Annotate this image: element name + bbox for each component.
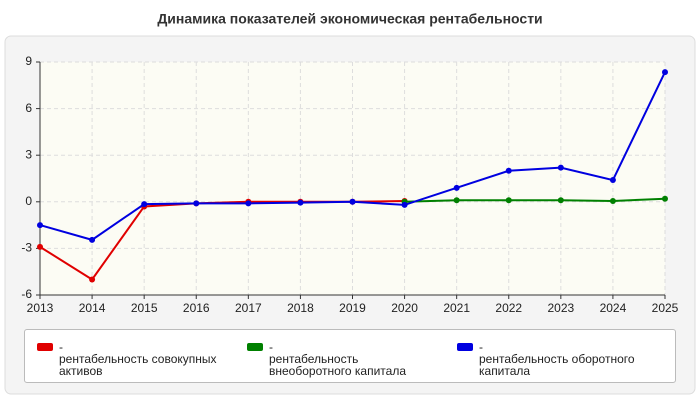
point xyxy=(505,197,512,204)
legend-item: - рентабельность совокупных активов xyxy=(25,330,235,382)
x-tick-label: 2023 xyxy=(547,301,574,315)
y-tick-label: 9 xyxy=(25,54,32,68)
legend-dash: - xyxy=(59,340,63,354)
point xyxy=(662,69,668,76)
legend: - рентабельность совокупных активов - рен… xyxy=(24,329,676,383)
point xyxy=(141,201,148,208)
x-tick-label: 2014 xyxy=(79,301,106,315)
y-tick-label: 0 xyxy=(25,194,32,208)
x-tick-label: 2016 xyxy=(183,301,210,315)
x-tick-label: 2017 xyxy=(235,301,262,315)
point xyxy=(245,200,252,207)
x-tick-label: 2020 xyxy=(391,301,418,315)
x-tick-label: 2022 xyxy=(495,301,522,315)
x-tick-label: 2021 xyxy=(443,301,470,315)
point xyxy=(505,167,512,174)
legend-item: - рентабельность оборотного капитала xyxy=(445,330,655,382)
legend-swatch xyxy=(37,343,53,351)
point xyxy=(193,200,200,207)
point xyxy=(453,197,460,204)
legend-dash: - xyxy=(479,340,483,354)
point xyxy=(401,201,408,208)
chart-title: Динамика показателей экономическая рента… xyxy=(157,11,542,27)
legend-dash: - xyxy=(269,340,273,354)
point xyxy=(609,198,616,205)
x-tick-label: 2015 xyxy=(131,301,158,315)
point xyxy=(37,222,43,229)
point xyxy=(37,243,43,250)
point xyxy=(89,276,96,283)
legend-label: рентабельность совокупных активов xyxy=(59,352,217,378)
point xyxy=(609,177,616,184)
legend-swatch xyxy=(457,343,473,351)
point xyxy=(349,198,356,205)
point xyxy=(662,195,668,202)
point xyxy=(89,236,96,243)
legend-item: - рентабельность внеоборотного капитала xyxy=(235,330,445,382)
series-line xyxy=(404,197,666,203)
legend-label: рентабельность внеоборотного капитала xyxy=(269,352,406,378)
point xyxy=(297,199,304,206)
point xyxy=(557,197,564,204)
x-tick-label: 2025 xyxy=(652,301,679,315)
x-tick-label: 2018 xyxy=(287,301,314,315)
y-tick-label: -3 xyxy=(21,241,32,255)
point xyxy=(557,164,564,171)
legend-swatch xyxy=(247,343,263,351)
point xyxy=(453,184,460,191)
x-tick-label: 2019 xyxy=(339,301,366,315)
x-tick-label: 2013 xyxy=(27,301,54,315)
y-tick-label: 3 xyxy=(25,147,32,161)
x-tick-label: 2024 xyxy=(600,301,627,315)
legend-label: рентабельность оборотного капитала xyxy=(479,352,635,378)
y-tick-label: 6 xyxy=(25,101,32,115)
y-tick-label: -6 xyxy=(21,287,32,301)
